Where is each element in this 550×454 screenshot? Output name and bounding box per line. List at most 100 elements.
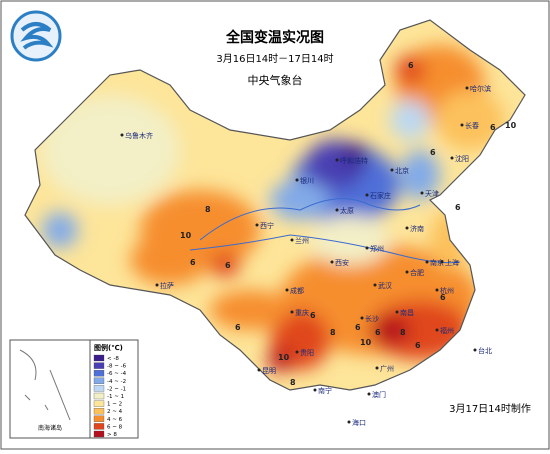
city-label: 哈尔滨 xyxy=(470,84,491,93)
isotherm-label: 6 xyxy=(415,341,421,350)
city-label: 沈阳 xyxy=(455,154,469,163)
city-label: 济南 xyxy=(410,224,424,233)
inset-title: 南海诸岛 xyxy=(38,424,62,432)
legend-swatch xyxy=(93,377,105,384)
legend-swatch xyxy=(93,408,105,415)
isotherm-label: 10 xyxy=(180,231,192,240)
city-label: 上海 xyxy=(445,258,459,267)
city-marker xyxy=(285,288,289,292)
temperature-area xyxy=(42,212,78,248)
isotherm-label: 6 xyxy=(375,328,381,337)
city-marker xyxy=(450,156,454,160)
footer: 3月17日14时制作 xyxy=(449,402,531,415)
legend-label: -4 ~ -2 xyxy=(107,379,126,385)
temperature-area xyxy=(270,180,330,220)
city-marker xyxy=(255,223,259,227)
city-label: 长沙 xyxy=(365,314,379,323)
city-label: 西宁 xyxy=(260,221,274,230)
city-label: 拉萨 xyxy=(160,281,174,290)
city-marker xyxy=(465,86,469,90)
isotherm-label: 8 xyxy=(290,378,296,387)
city-marker xyxy=(313,388,317,392)
city-marker xyxy=(367,392,371,396)
city-label: 南宁 xyxy=(318,386,332,395)
city-label: 郑州 xyxy=(370,245,384,253)
city-label: 天津 xyxy=(425,190,439,198)
temperature-area xyxy=(341,143,369,167)
city-label: 成都 xyxy=(290,286,304,295)
temperature-area xyxy=(130,235,210,285)
city-label: 西安 xyxy=(335,258,349,267)
legend-swatch xyxy=(93,400,105,407)
city-label: 昆明 xyxy=(262,367,276,375)
temperature-area xyxy=(395,55,425,85)
isotherm-label: 10 xyxy=(505,121,517,130)
isotherm-label: 8 xyxy=(205,205,211,214)
city-marker xyxy=(335,208,339,212)
city-label: 杭州 xyxy=(440,286,454,295)
legend-label: -8 ~ -6 xyxy=(107,364,127,370)
city-label: 台北 xyxy=(478,346,492,355)
logo xyxy=(10,10,62,62)
field-blobs xyxy=(40,45,505,372)
city-label: 贵阳 xyxy=(300,348,314,357)
temperature-area xyxy=(370,315,410,345)
temperature-area xyxy=(268,348,292,372)
city-label: 澳门 xyxy=(372,390,386,399)
city-marker xyxy=(420,191,424,195)
city-marker xyxy=(330,260,334,264)
city-label: 长春 xyxy=(465,121,479,130)
city-marker xyxy=(290,310,294,314)
city-marker xyxy=(395,310,399,314)
city-marker xyxy=(365,246,369,250)
city-marker xyxy=(373,283,377,287)
legend-label: -6 ~ -4 xyxy=(107,371,127,377)
legend-swatch xyxy=(93,430,105,438)
city-marker xyxy=(390,168,394,172)
isotherm-label: 6 xyxy=(310,311,316,320)
isotherm-label: 6 xyxy=(440,293,446,302)
isotherm-label: 6 xyxy=(455,203,461,212)
city-label: 兰州 xyxy=(295,236,309,245)
isotherm-label: 6 xyxy=(225,261,231,270)
legend: 图例(℃) < -8 -8 ~ -6-6 ~ -4 -4 ~ -2-2 ~ -1 -1… xyxy=(89,339,139,439)
agency: 中央气象台 xyxy=(248,73,303,87)
temperature-area xyxy=(310,215,390,265)
city-marker xyxy=(257,368,261,372)
city-marker xyxy=(405,226,409,230)
temperature-area xyxy=(40,95,180,205)
isotherm-label: 6 xyxy=(430,148,436,157)
city-marker xyxy=(435,328,439,332)
city-marker xyxy=(405,270,409,274)
city-label: 广州 xyxy=(380,364,394,373)
isotherm-label: 6 xyxy=(235,323,241,332)
title: 全国变温实况图 xyxy=(225,29,324,46)
city-marker xyxy=(155,283,159,287)
legend-swatch xyxy=(93,362,105,369)
city-label: 呼和浩特 xyxy=(340,156,368,165)
city-marker xyxy=(290,238,294,242)
city-label: 南昌 xyxy=(400,308,414,317)
city-marker xyxy=(335,158,339,162)
legend-label: 2 ~ 4 xyxy=(107,409,123,415)
temperature-area xyxy=(210,253,240,277)
city-label: 乌鲁木齐 xyxy=(125,131,153,140)
isotherm-label: 8 xyxy=(400,328,406,337)
river xyxy=(199,198,421,241)
city-label: 海口 xyxy=(352,418,366,427)
legend-title: 图例(℃) xyxy=(94,343,123,352)
isotherm-label: 10 xyxy=(360,338,372,347)
isotherm-label: 6 xyxy=(190,258,196,267)
city-label: 银川 xyxy=(300,176,314,185)
city-marker xyxy=(425,260,429,264)
city-marker xyxy=(473,348,477,352)
legend-label: < -8 xyxy=(107,356,119,362)
city-label: 太原 xyxy=(340,206,354,215)
city-marker xyxy=(347,420,351,424)
isotherm-label: 6 xyxy=(408,61,414,70)
city-label: 南京 xyxy=(430,258,444,267)
city-marker xyxy=(460,123,464,127)
temperature-area xyxy=(390,100,430,140)
temperature-area xyxy=(435,90,505,150)
